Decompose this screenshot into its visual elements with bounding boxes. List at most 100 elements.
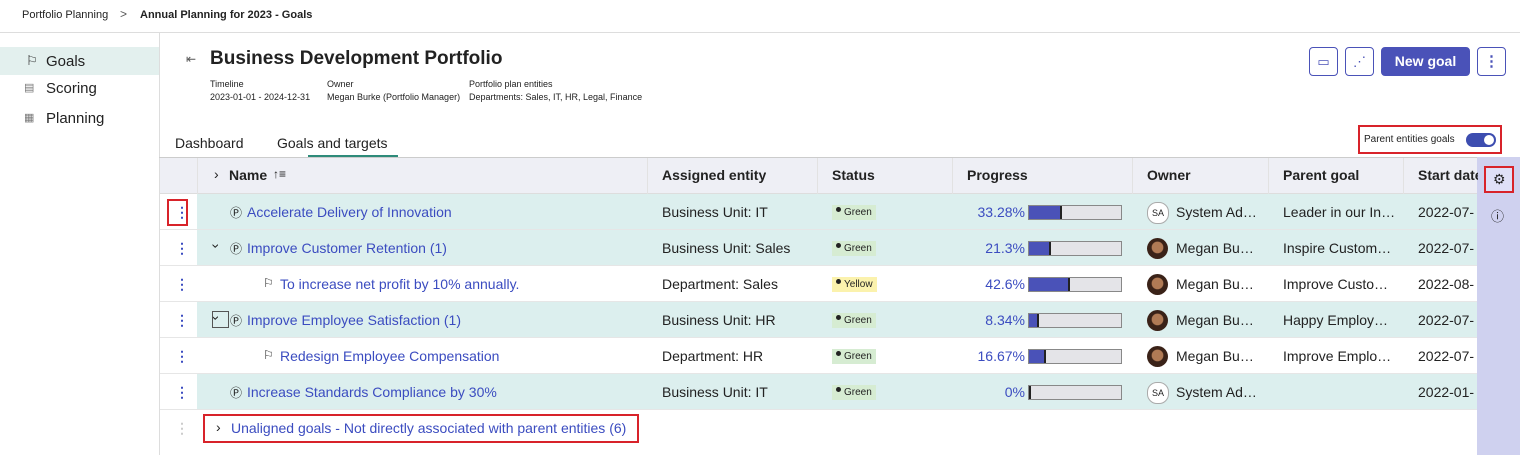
row-menu[interactable]: ⋮ [175, 276, 189, 292]
meta-value: Megan Burke (Portfolio Manager) [327, 92, 461, 102]
new-goal-button[interactable]: New goal [1381, 47, 1470, 76]
help-button[interactable]: ⓘ [1491, 209, 1505, 224]
progress-bar [1029, 278, 1071, 291]
goal-name[interactable]: Improve Customer Retention (1) [247, 240, 447, 256]
owner: Megan Bu… [1176, 240, 1254, 256]
status-badge: Green [832, 205, 876, 220]
goal-icon: Ⓟ [230, 206, 243, 220]
progress-bar [1029, 206, 1062, 219]
sidebar: ⚐ Goals ▤ Scoring ▦ Planning [0, 33, 160, 455]
sidebar-icon: ▤ [24, 82, 35, 94]
row-menu[interactable]: ⋮ [175, 384, 189, 400]
target-icon: ⚐ [263, 276, 274, 290]
column-header[interactable]: Name [229, 167, 268, 183]
avatar: SA [1147, 382, 1169, 404]
status-dot [836, 207, 841, 212]
breadcrumb-current: Annual Planning for 2023 - Goals [140, 9, 313, 21]
row-bg [160, 266, 1477, 302]
goal-icon: Ⓟ [230, 242, 243, 256]
column-header[interactable]: Parent goal [1283, 167, 1360, 183]
goal-name[interactable]: Improve Employee Satisfaction (1) [247, 312, 461, 328]
header-row [160, 158, 1477, 194]
row-bg [160, 194, 1477, 230]
progress-label: 21.3% [985, 240, 1025, 256]
row-menu[interactable]: ⋮ [175, 240, 189, 256]
tab[interactable]: Dashboard [175, 135, 244, 151]
start-date: 2022-07- [1418, 240, 1475, 256]
column-header[interactable]: Progress [967, 167, 1028, 183]
column-header[interactable]: Start date [1418, 167, 1478, 183]
row-bg-kebab [160, 266, 197, 301]
row-bg [160, 230, 1477, 266]
assigned-entity: Department: HR [662, 348, 764, 364]
sidebar-item[interactable]: Scoring [46, 80, 97, 97]
row-menu[interactable]: ⋮ [175, 204, 189, 220]
sort-icon[interactable]: ↑≡ [273, 167, 287, 181]
owner: Megan Bu… [1176, 312, 1254, 328]
expand-toggle[interactable]: › [208, 243, 225, 249]
row-bg-kebab [160, 230, 197, 265]
progress-label: 8.34% [985, 312, 1025, 328]
page-title: Business Development Portfolio [210, 48, 503, 69]
settings-button[interactable]: ⚙ [1484, 166, 1514, 193]
row-bg [160, 374, 1477, 410]
row-bg-kebab [160, 302, 197, 337]
row-menu[interactable]: ⋮ [175, 348, 189, 364]
sidebar-item[interactable]: Planning [46, 110, 105, 127]
assigned-entity: Business Unit: IT [662, 384, 768, 400]
breadcrumb-separator: > [120, 7, 128, 21]
goal-name[interactable]: Increase Standards Compliance by 30% [247, 384, 497, 400]
meta-value: 2023-01-01 - 2024-12-31 [210, 92, 311, 102]
progress-bar [1029, 242, 1051, 255]
collapse-icon[interactable]: ⇤ [186, 52, 197, 66]
meta-label: Portfolio plan entities [469, 79, 553, 89]
row-menu[interactable]: ⋮ [175, 312, 189, 328]
column-header[interactable]: Assigned entity [662, 167, 767, 183]
tab[interactable]: Goals and targets [277, 135, 388, 151]
unaligned-goals[interactable]: Unaligned goals - Not directly associate… [231, 420, 627, 436]
breadcrumb-link[interactable]: Portfolio Planning [22, 9, 109, 21]
row-bg [160, 302, 1477, 338]
goal-name[interactable]: Redesign Employee Compensation [280, 348, 500, 364]
column-header[interactable]: Owner [1147, 167, 1191, 183]
row-bg-kebab [160, 374, 197, 409]
progress-track [1028, 241, 1122, 256]
sidebar-icon: ⚐ [26, 53, 38, 68]
status-badge: Green [832, 385, 876, 400]
toggle-switch[interactable] [1466, 133, 1496, 147]
start-date: 2022-08- [1418, 276, 1475, 292]
assigned-entity: Business Unit: Sales [662, 240, 791, 256]
expand-box [212, 311, 229, 328]
status-badge: Yellow [832, 277, 877, 292]
row-bg [160, 338, 1477, 374]
start-date: 2022-01- [1418, 384, 1475, 400]
meta-label: Owner [327, 79, 354, 89]
start-date: 2022-07- [1418, 204, 1475, 220]
progress-track [1028, 313, 1122, 328]
expand-toggle[interactable]: › [216, 419, 221, 435]
progress-label: 16.67% [977, 348, 1025, 364]
highlight-box [1358, 125, 1502, 154]
comment-button[interactable]: ▭ [1309, 47, 1338, 76]
assigned-entity: Business Unit: IT [662, 204, 768, 220]
assigned-entity: Business Unit: HR [662, 312, 776, 328]
progress-bar [1029, 314, 1039, 327]
expand-all[interactable]: › [214, 166, 219, 182]
table-top-border [159, 157, 1477, 158]
sidebar-icon: ▦ [24, 112, 35, 124]
more-button[interactable]: ⋮ [1477, 47, 1506, 76]
goal-name[interactable]: To increase net profit by 10% annually. [280, 276, 520, 292]
target-icon: ⚐ [263, 348, 274, 362]
meta-label: Timeline [210, 79, 244, 89]
goal-name[interactable]: Accelerate Delivery of Innovation [247, 204, 452, 220]
progress-label: 0% [1004, 384, 1025, 400]
sidebar-active [0, 47, 159, 75]
breadcrumb-bar: Portfolio Planning > Annual Planning for… [0, 0, 1520, 33]
progress-track [1028, 349, 1122, 364]
side-toolbar [1477, 157, 1520, 455]
sidebar-item[interactable]: Goals [46, 53, 86, 70]
share-button[interactable]: ⋰ [1345, 47, 1374, 76]
progress-bar [1029, 350, 1047, 363]
status-dot [836, 351, 841, 356]
column-header[interactable]: Status [832, 167, 875, 183]
